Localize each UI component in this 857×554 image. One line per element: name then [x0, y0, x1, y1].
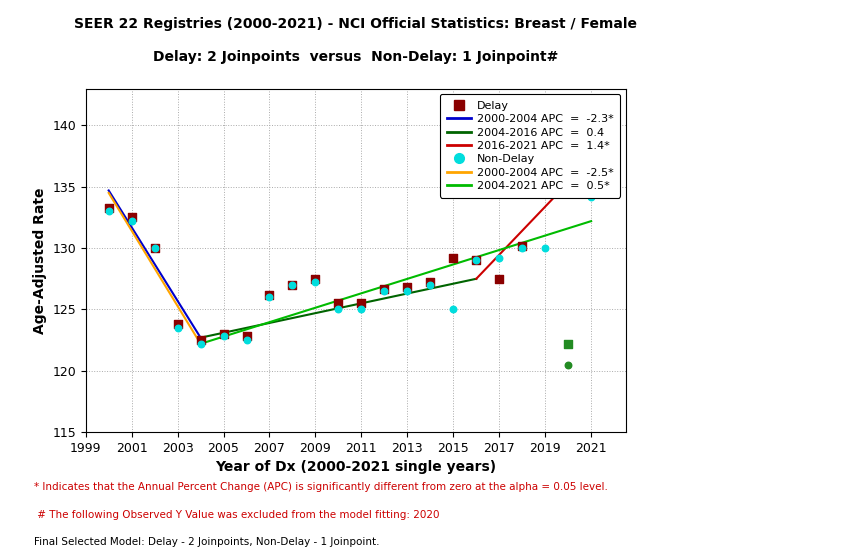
Point: [446, 305, 460, 314]
Point: [400, 286, 414, 295]
Point: [561, 340, 575, 348]
Point: [355, 305, 369, 314]
Point: [309, 278, 322, 287]
Point: [423, 278, 437, 287]
Text: # The following Observed Y Value was excluded from the model fitting: 2020: # The following Observed Y Value was exc…: [34, 510, 440, 520]
Point: [240, 336, 254, 345]
Point: [217, 330, 231, 338]
Point: [285, 280, 299, 289]
Point: [400, 283, 414, 292]
Point: [378, 284, 392, 293]
Point: [147, 244, 161, 253]
Point: [262, 290, 276, 299]
Point: [493, 274, 506, 283]
Point: [515, 241, 529, 250]
Point: [217, 332, 231, 341]
Legend: Delay, 2000-2004 APC  =  -2.3*, 2004-2016 APC  =  0.4, 2016-2021 APC  =  1.4*, N: Delay, 2000-2004 APC = -2.3*, 2004-2016 …: [440, 94, 620, 198]
Text: Delay: 2 Joinpoints  versus  Non-Delay: 1 Joinpoint#: Delay: 2 Joinpoints versus Non-Delay: 1 …: [153, 50, 559, 64]
Point: [102, 207, 116, 216]
Point: [285, 280, 299, 289]
Point: [561, 360, 575, 369]
Point: [240, 332, 254, 341]
Point: [194, 340, 207, 348]
Text: Final Selected Model: Delay - 2 Joinpoints, Non-Delay - 1 Joinpoint.: Final Selected Model: Delay - 2 Joinpoin…: [34, 537, 380, 547]
Point: [147, 244, 161, 253]
Point: [102, 203, 116, 212]
Point: [194, 336, 207, 345]
Point: [584, 192, 598, 201]
Point: [470, 256, 483, 265]
Point: [470, 256, 483, 265]
Point: [332, 299, 345, 308]
Text: * Indicates that the Annual Percent Change (APC) is significantly different from: * Indicates that the Annual Percent Chan…: [34, 482, 608, 492]
Point: [378, 286, 392, 295]
Point: [493, 254, 506, 263]
X-axis label: Year of Dx (2000-2021 single years): Year of Dx (2000-2021 single years): [215, 460, 496, 474]
Text: SEER 22 Registries (2000-2021) - NCI Official Statistics: Breast / Female: SEER 22 Registries (2000-2021) - NCI Off…: [75, 17, 637, 30]
Point: [538, 244, 552, 253]
Point: [309, 274, 322, 283]
Point: [262, 293, 276, 301]
Point: [125, 213, 139, 222]
Point: [446, 254, 460, 263]
Point: [423, 280, 437, 289]
Point: [584, 154, 598, 163]
Point: [125, 217, 139, 225]
Point: [171, 320, 184, 329]
Point: [355, 299, 369, 308]
Point: [515, 244, 529, 253]
Point: [332, 305, 345, 314]
Y-axis label: Age-Adjusted Rate: Age-Adjusted Rate: [33, 187, 46, 334]
Point: [538, 182, 552, 191]
Point: [171, 324, 184, 332]
